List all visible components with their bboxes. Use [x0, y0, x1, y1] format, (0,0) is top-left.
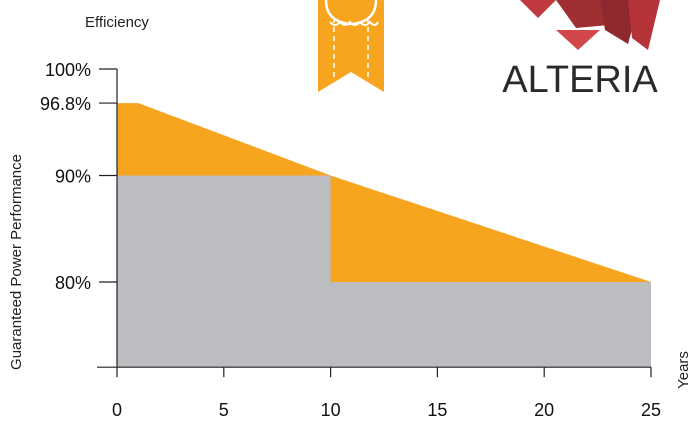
- x-tick-label: 15: [427, 400, 447, 420]
- y-axis-label: Guaranteed Power Performance: [8, 154, 25, 370]
- y-tick-label: 80%: [55, 273, 91, 293]
- y-tick-label: 96.8%: [40, 94, 91, 114]
- alteria-logo: ALTERIA: [502, 0, 660, 101]
- ribbon-badge-icon: [318, 0, 384, 92]
- x-tick-label: 20: [534, 400, 554, 420]
- x-tick-label: 10: [321, 400, 341, 420]
- x-tick-label: 5: [219, 400, 229, 420]
- logo-wordmark: ALTERIA: [502, 59, 658, 101]
- x-axis-label: Years: [675, 351, 689, 389]
- chart-labels: 100% 96.8% 90% 80% 0 5 10 15 20 25 Efficiency Guara…: [8, 14, 689, 420]
- chart-axes: [97, 68, 652, 378]
- y-tick-label: 90%: [55, 167, 91, 187]
- y-axis-title: Efficiency: [85, 14, 149, 31]
- chart-areas: [117, 103, 651, 368]
- y-tick-label: 100%: [45, 60, 91, 80]
- x-tick-label: 25: [641, 400, 661, 420]
- x-tick-label: 0: [112, 400, 122, 420]
- step-warranty-area: [117, 175, 651, 368]
